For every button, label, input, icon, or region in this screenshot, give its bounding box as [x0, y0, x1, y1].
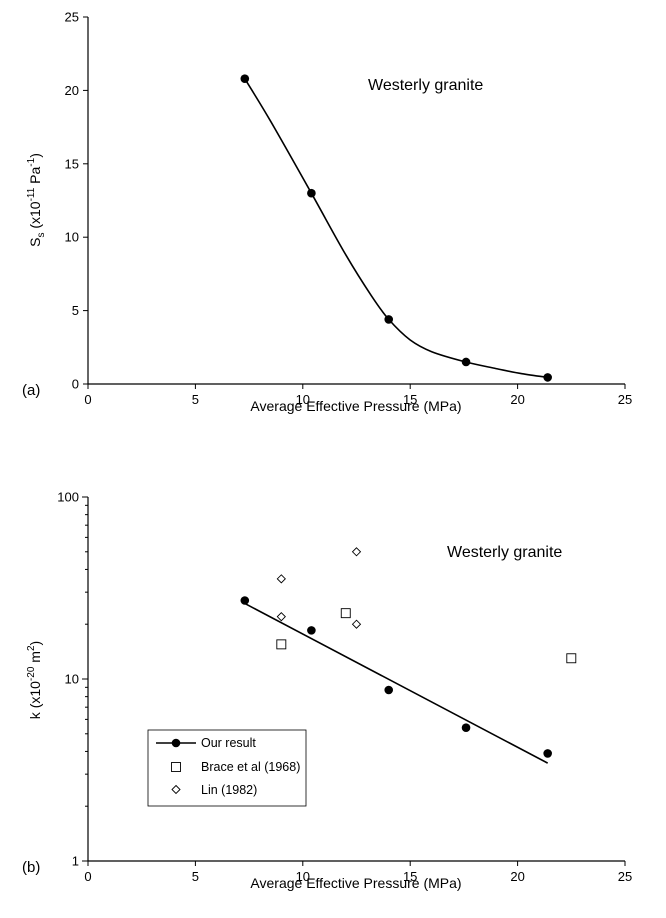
panel-b-y-axis-title-close: ) — [27, 641, 43, 646]
panel-b-point-our-result — [307, 626, 316, 635]
panel-a-label: (a) — [22, 382, 40, 399]
panel-a-y-axis-title-close: ) — [27, 153, 43, 158]
panel-b-y-axis-title-unit: m — [27, 651, 43, 667]
legend-label-brace: Brace et al (1968) — [201, 760, 300, 774]
panel-b-point-brace-1968 — [340, 608, 351, 619]
panel-b-y-ticks: 1 10 100 — [57, 490, 88, 869]
panel-a-x-tick-label: 10 — [296, 392, 310, 407]
panel-a-annotation: Westerly granite — [368, 77, 483, 94]
panel-a-y-ticks: 0 5 10 15 20 25 — [65, 10, 88, 392]
panel-b: 0 5 10 15 20 25 1 10 100 Westerly granite (b) A… — [22, 490, 632, 892]
panel-b-point-our-result — [461, 723, 471, 733]
panel-b-x-tick-label: 20 — [510, 869, 524, 884]
panel-b-y-tick-label: 100 — [57, 490, 79, 505]
panel-b-x-axis-title: Average Effective Pressure (MPa) — [250, 875, 461, 891]
panel-a-y-axis-title-sub: s — [36, 233, 47, 238]
panel-b-y-axis-title: k (x10-20 m2) — [26, 641, 43, 719]
panel-a-y-axis-title-main: S — [27, 238, 43, 247]
panel-a-data-point — [240, 74, 250, 83]
legend-label-lin: Lin (1982) — [201, 783, 257, 797]
panel-a-data-points — [240, 74, 552, 382]
panel-a-y-axis-title-open: (x10 — [27, 201, 43, 232]
panel-a-x-tick-label: 15 — [403, 392, 417, 407]
panel-b-label: (b) — [22, 859, 40, 876]
panel-b-fit-line — [244, 602, 549, 764]
panel-a-y-tick-label: 20 — [65, 83, 79, 98]
panel-a-data-point — [543, 373, 552, 382]
panel-a-y-axis-title: Ss (x10-11 Pa-1) — [26, 153, 47, 247]
legend-marker-our-result — [171, 738, 181, 748]
panel-a-axes-frame — [87, 17, 625, 385]
panel-b-x-tick-label: 5 — [192, 869, 199, 884]
panel-b-x-tick-label: 15 — [403, 869, 417, 884]
panel-a-x-axis-title: Average Effective Pressure (MPa) — [250, 398, 461, 414]
panel-b-point-lin-1982 — [276, 574, 286, 584]
panel-a-y-axis-title-unit: Pa — [27, 166, 43, 187]
panel-b-data-points — [240, 547, 577, 758]
panel-b-y-tick-label: 10 — [65, 672, 79, 687]
panel-b-point-our-result — [240, 596, 250, 605]
panel-a: 0 5 10 15 20 25 0 5 10 15 20 25 Westerly granite (… — [22, 10, 632, 415]
panel-a-y-tick-label: 5 — [72, 303, 79, 318]
panel-a-y-tick-label: 0 — [72, 377, 79, 392]
panel-a-y-tick-label: 25 — [65, 10, 79, 25]
panel-b-point-lin-1982 — [276, 612, 286, 622]
panel-b-point-lin-1982 — [351, 547, 362, 557]
panel-a-x-tick-label: 5 — [192, 392, 199, 407]
legend-marker-lin — [171, 784, 181, 795]
panel-b-legend: Our result Brace et al (1968) Lin (1982) — [147, 729, 307, 807]
panel-b-point-lin-1982 — [351, 619, 362, 629]
panel-a-y-axis-title-exp: -11 — [26, 187, 37, 201]
panel-b-point-brace-1968 — [566, 653, 577, 664]
panel-a-data-point — [307, 188, 316, 198]
legend-marker-brace — [171, 762, 181, 772]
panel-b-x-tick-label: 0 — [84, 869, 91, 884]
panel-a-x-ticks: 0 5 10 15 20 25 — [84, 384, 632, 407]
panel-a-y-tick-label: 10 — [65, 230, 79, 245]
panel-a-x-tick-label: 20 — [510, 392, 524, 407]
panel-b-point-our-result — [543, 749, 552, 758]
panel-a-y-tick-label: 15 — [65, 156, 79, 171]
panel-b-point-brace-1968 — [276, 639, 287, 650]
panel-b-y-axis-title-main: k — [27, 711, 43, 719]
panel-a-data-point — [384, 315, 394, 324]
panel-b-y-tick-label: 1 — [72, 854, 79, 869]
panel-b-point-our-result — [384, 685, 394, 695]
panel-b-x-tick-label: 25 — [618, 869, 632, 884]
panel-a-fit-curve — [244, 78, 548, 379]
panel-a-data-point — [461, 357, 471, 367]
panel-a-x-tick-label: 0 — [84, 392, 91, 407]
panel-a-x-tick-label: 25 — [618, 392, 632, 407]
panel-b-x-ticks: 0 5 10 15 20 25 — [84, 861, 632, 884]
panel-b-x-tick-label: 10 — [296, 869, 310, 884]
panel-b-y-axis-title-exp: -20 — [26, 666, 37, 681]
legend-label-our-result: Our result — [201, 736, 256, 750]
panel-b-y-axis-title-unit-exp: 2 — [26, 645, 37, 651]
panel-b-annotation: Westerly granite — [447, 544, 562, 561]
panel-a-y-axis-title-unit-exp: -1 — [26, 157, 37, 166]
panel-b-y-axis-title-open: (x10 — [27, 681, 43, 712]
